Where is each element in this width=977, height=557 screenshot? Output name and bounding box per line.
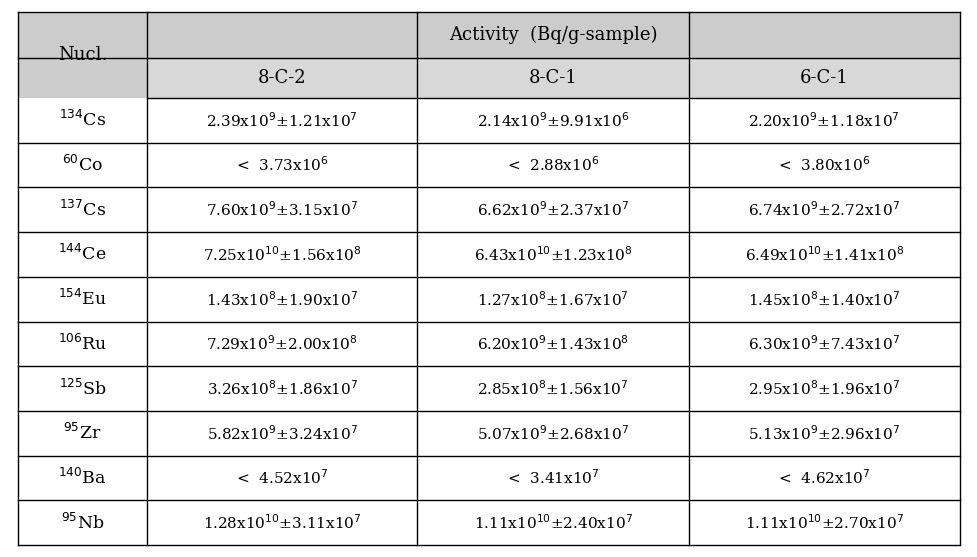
Bar bbox=[148, 366, 417, 411]
Text: 1.11x10$^{10}$±2.70x10$^{7}$: 1.11x10$^{10}$±2.70x10$^{7}$ bbox=[744, 514, 904, 532]
Bar bbox=[148, 456, 417, 500]
Bar bbox=[18, 500, 148, 545]
Text: <  3.41x10$^{7}$: < 3.41x10$^{7}$ bbox=[507, 468, 599, 487]
Bar bbox=[689, 500, 960, 545]
Text: $^{106}$Ru: $^{106}$Ru bbox=[58, 334, 107, 354]
Text: 7.29x10$^{9}$±2.00x10$^{8}$: 7.29x10$^{9}$±2.00x10$^{8}$ bbox=[206, 335, 358, 353]
Text: $^{95}$Nb: $^{95}$Nb bbox=[61, 512, 105, 532]
Text: $^{125}$Sb: $^{125}$Sb bbox=[59, 379, 106, 399]
Bar bbox=[148, 187, 417, 232]
Bar bbox=[417, 143, 689, 187]
Bar bbox=[689, 58, 960, 98]
Text: 8-C-1: 8-C-1 bbox=[529, 69, 577, 87]
Bar bbox=[18, 366, 148, 411]
Bar bbox=[417, 58, 689, 98]
Bar bbox=[18, 232, 148, 277]
Text: 6-C-1: 6-C-1 bbox=[800, 69, 849, 87]
Bar bbox=[148, 12, 960, 58]
Bar bbox=[689, 277, 960, 321]
Text: 7.60x10$^{9}$±3.15x10$^{7}$: 7.60x10$^{9}$±3.15x10$^{7}$ bbox=[206, 201, 359, 219]
Bar bbox=[18, 456, 148, 500]
Bar bbox=[148, 58, 417, 98]
Bar bbox=[18, 277, 148, 321]
Bar bbox=[417, 366, 689, 411]
Bar bbox=[148, 143, 417, 187]
Text: 1.45x10$^{8}$±1.40x10$^{7}$: 1.45x10$^{8}$±1.40x10$^{7}$ bbox=[748, 290, 901, 309]
Text: 2.85x10$^{8}$±1.56x10$^{7}$: 2.85x10$^{8}$±1.56x10$^{7}$ bbox=[477, 379, 629, 398]
Bar bbox=[417, 277, 689, 321]
Text: <  2.88x10$^{6}$: < 2.88x10$^{6}$ bbox=[507, 156, 599, 174]
Bar bbox=[18, 143, 148, 187]
Bar bbox=[148, 98, 417, 143]
Text: 6.49x10$^{10}$±1.41x10$^{8}$: 6.49x10$^{10}$±1.41x10$^{8}$ bbox=[744, 245, 904, 264]
Text: 6.62x10$^{9}$±2.37x10$^{7}$: 6.62x10$^{9}$±2.37x10$^{7}$ bbox=[477, 201, 629, 219]
Bar bbox=[18, 98, 148, 143]
Bar bbox=[689, 456, 960, 500]
Text: $^{140}$Ba: $^{140}$Ba bbox=[59, 468, 106, 488]
Text: <  3.80x10$^{6}$: < 3.80x10$^{6}$ bbox=[779, 156, 871, 174]
Bar bbox=[689, 411, 960, 456]
Text: 6.43x10$^{10}$±1.23x10$^{8}$: 6.43x10$^{10}$±1.23x10$^{8}$ bbox=[474, 245, 632, 264]
Text: $^{154}$Eu: $^{154}$Eu bbox=[58, 289, 107, 309]
Bar bbox=[689, 98, 960, 143]
Text: 2.14x10$^{9}$±9.91x10$^{6}$: 2.14x10$^{9}$±9.91x10$^{6}$ bbox=[477, 111, 629, 130]
Bar bbox=[148, 500, 417, 545]
Text: <  3.73x10$^{6}$: < 3.73x10$^{6}$ bbox=[235, 156, 328, 174]
Bar bbox=[417, 232, 689, 277]
Bar bbox=[148, 277, 417, 321]
Bar bbox=[417, 321, 689, 366]
Text: 6.30x10$^{9}$±7.43x10$^{7}$: 6.30x10$^{9}$±7.43x10$^{7}$ bbox=[748, 335, 901, 353]
Bar bbox=[689, 321, 960, 366]
Text: 2.20x10$^{9}$±1.18x10$^{7}$: 2.20x10$^{9}$±1.18x10$^{7}$ bbox=[748, 111, 900, 130]
Text: 2.95x10$^{8}$±1.96x10$^{7}$: 2.95x10$^{8}$±1.96x10$^{7}$ bbox=[748, 379, 901, 398]
Bar bbox=[417, 98, 689, 143]
Bar bbox=[18, 12, 148, 98]
Text: 1.43x10$^{8}$±1.90x10$^{7}$: 1.43x10$^{8}$±1.90x10$^{7}$ bbox=[206, 290, 359, 309]
Text: 2.39x10$^{9}$±1.21x10$^{7}$: 2.39x10$^{9}$±1.21x10$^{7}$ bbox=[206, 111, 359, 130]
Text: <  4.62x10$^{7}$: < 4.62x10$^{7}$ bbox=[778, 468, 871, 487]
Text: $^{95}$Zr: $^{95}$Zr bbox=[64, 423, 102, 443]
Text: Nucl.: Nucl. bbox=[58, 46, 107, 64]
Text: $^{134}$Cs: $^{134}$Cs bbox=[59, 110, 106, 130]
Text: 7.25x10$^{10}$±1.56x10$^{8}$: 7.25x10$^{10}$±1.56x10$^{8}$ bbox=[203, 245, 361, 264]
Bar bbox=[689, 366, 960, 411]
Text: 3.26x10$^{8}$±1.86x10$^{7}$: 3.26x10$^{8}$±1.86x10$^{7}$ bbox=[206, 379, 358, 398]
Bar bbox=[18, 187, 148, 232]
Text: 1.11x10$^{10}$±2.40x10$^{7}$: 1.11x10$^{10}$±2.40x10$^{7}$ bbox=[474, 514, 632, 532]
Text: $^{137}$Cs: $^{137}$Cs bbox=[59, 200, 106, 220]
Text: 6.20x10$^{9}$±1.43x10$^{8}$: 6.20x10$^{9}$±1.43x10$^{8}$ bbox=[477, 335, 629, 353]
Text: $^{60}$Co: $^{60}$Co bbox=[62, 155, 103, 175]
Bar bbox=[417, 456, 689, 500]
Bar bbox=[417, 411, 689, 456]
Text: 5.82x10$^{9}$±3.24x10$^{7}$: 5.82x10$^{9}$±3.24x10$^{7}$ bbox=[206, 424, 358, 443]
Bar bbox=[689, 143, 960, 187]
Text: 8-C-2: 8-C-2 bbox=[258, 69, 307, 87]
Bar bbox=[417, 187, 689, 232]
Text: $^{144}$Ce: $^{144}$Ce bbox=[59, 245, 106, 265]
Bar bbox=[148, 232, 417, 277]
Text: 5.07x10$^{9}$±2.68x10$^{7}$: 5.07x10$^{9}$±2.68x10$^{7}$ bbox=[477, 424, 629, 443]
Text: 5.13x10$^{9}$±2.96x10$^{7}$: 5.13x10$^{9}$±2.96x10$^{7}$ bbox=[748, 424, 901, 443]
Text: <  4.52x10$^{7}$: < 4.52x10$^{7}$ bbox=[236, 468, 328, 487]
Text: 1.27x10$^{8}$±1.67x10$^{7}$: 1.27x10$^{8}$±1.67x10$^{7}$ bbox=[477, 290, 629, 309]
Bar bbox=[148, 321, 417, 366]
Text: 1.28x10$^{10}$±3.11x10$^{7}$: 1.28x10$^{10}$±3.11x10$^{7}$ bbox=[203, 514, 361, 532]
Bar bbox=[18, 411, 148, 456]
Text: Activity  (Bq/g-sample): Activity (Bq/g-sample) bbox=[449, 26, 658, 44]
Bar bbox=[148, 411, 417, 456]
Bar bbox=[18, 321, 148, 366]
Bar bbox=[417, 500, 689, 545]
Bar bbox=[689, 232, 960, 277]
Text: 6.74x10$^{9}$±2.72x10$^{7}$: 6.74x10$^{9}$±2.72x10$^{7}$ bbox=[748, 201, 901, 219]
Bar bbox=[689, 187, 960, 232]
